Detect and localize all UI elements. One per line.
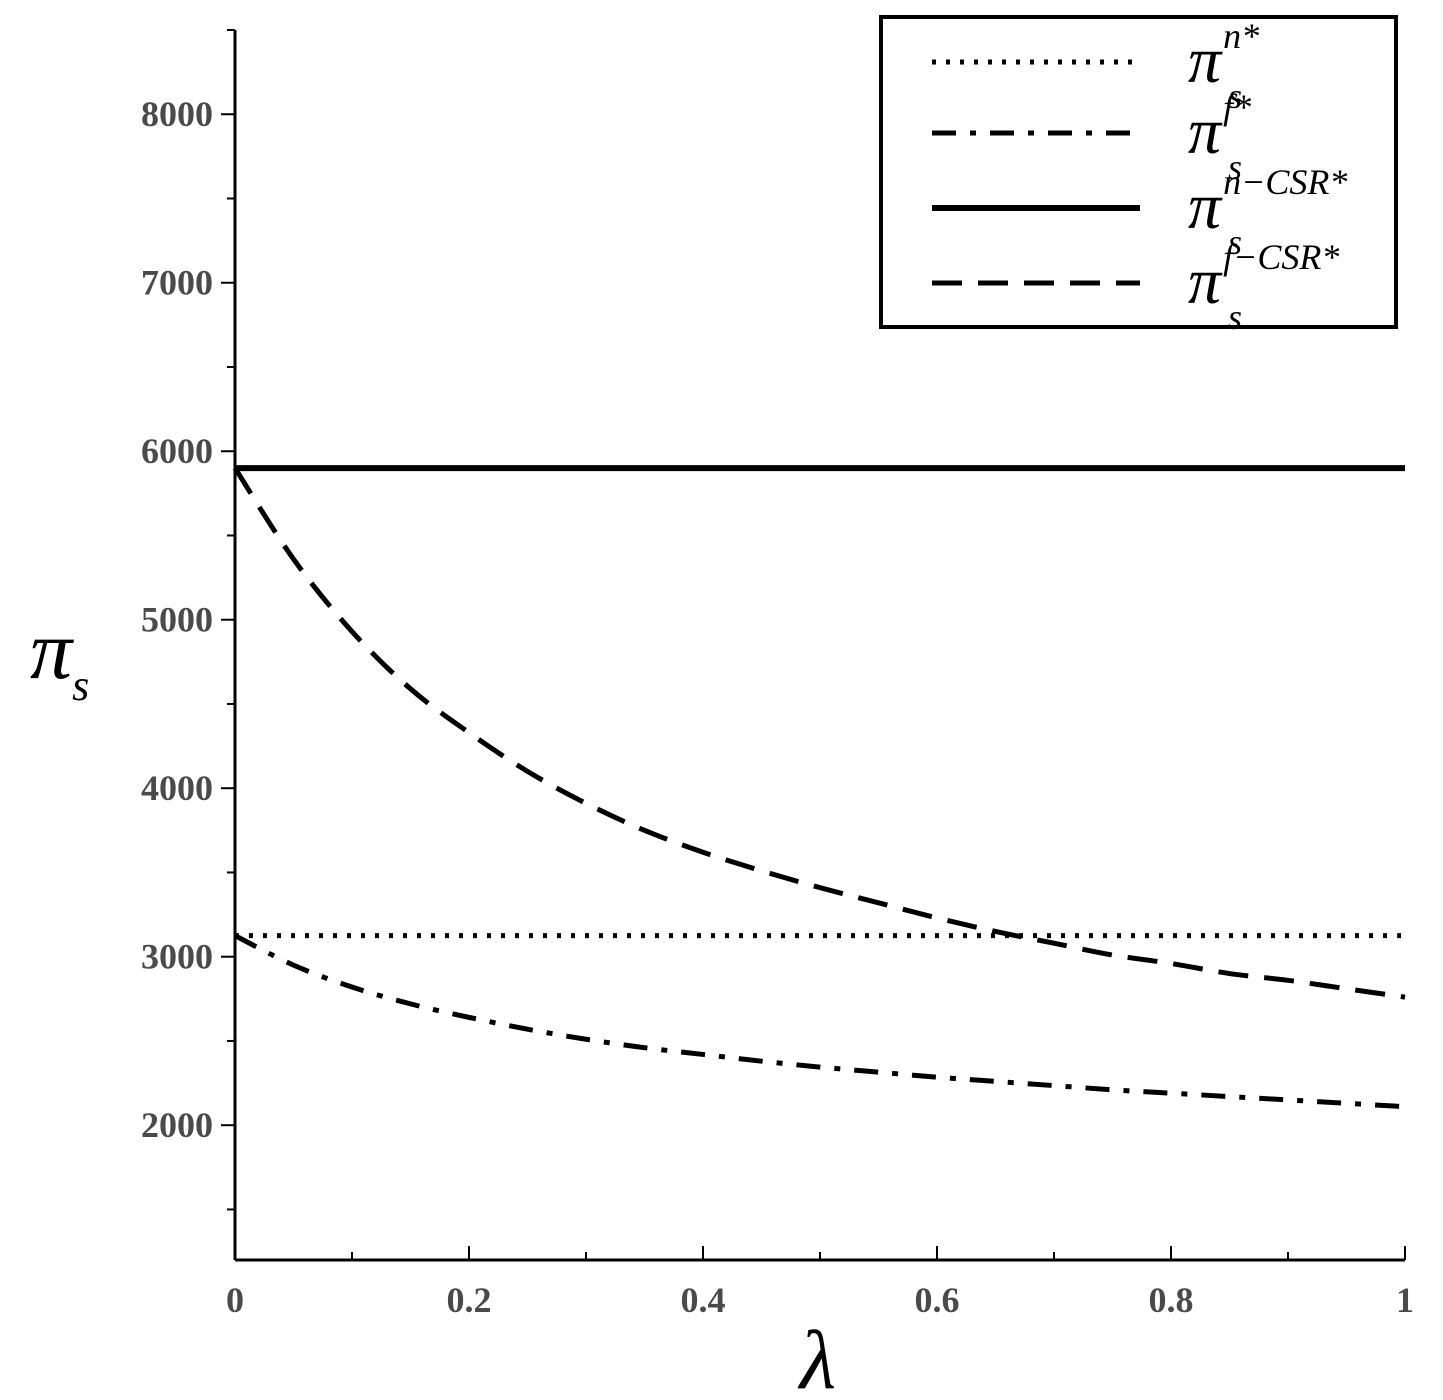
x-tick-label: 0.2 — [447, 1280, 492, 1320]
legend-label-2: πn−CSR* s — [1188, 162, 1347, 262]
y-axis-label: πs — [30, 604, 89, 710]
y-tick-label: 7000 — [141, 263, 213, 303]
y-tick-label: 2000 — [141, 1105, 213, 1145]
axes: 0 0.2 0.4 0.6 0.8 1 2000 3000 4000 5000 6000 7000 8… — [141, 29, 1414, 1320]
series-line-1 — [233, 933, 1406, 1110]
x-tick-label: 0.6 — [915, 1280, 960, 1320]
legend-box — [879, 15, 1398, 329]
legend-label-3: πf−CSR* s — [1188, 237, 1339, 337]
x-tick-label: 0 — [226, 1280, 244, 1320]
x-axis-label: λ — [797, 1314, 836, 1400]
x-tick-label: 0.8 — [1149, 1280, 1194, 1320]
legend-label-0: πn* s — [1188, 16, 1259, 116]
series-layer — [232, 465, 1406, 1110]
y-ticks: 2000 3000 4000 5000 6000 7000 8000 — [141, 29, 235, 1211]
y-tick-label: 3000 — [141, 937, 213, 977]
y-tick-label: 5000 — [141, 600, 213, 640]
legend: πn* sπf* sπn−CSR* sπf−CSR* s — [879, 15, 1398, 337]
x-tick-label: 1 — [1396, 1280, 1414, 1320]
x-tick-label: 0.4 — [681, 1280, 726, 1320]
x-ticks: 0 0.2 0.4 0.6 0.8 1 — [226, 1246, 1414, 1320]
y-tick-label: 8000 — [141, 94, 213, 134]
y-tick-label: 4000 — [141, 768, 213, 808]
legend-entries: πn* sπf* sπn−CSR* sπf−CSR* s — [932, 16, 1347, 337]
y-tick-label: 6000 — [141, 431, 213, 471]
series-line-3 — [232, 466, 1406, 1000]
legend-label-1: πf* s — [1188, 87, 1251, 187]
